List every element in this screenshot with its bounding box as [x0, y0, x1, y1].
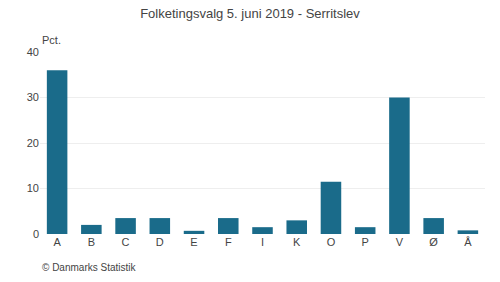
- svg-text:20: 20: [27, 137, 39, 149]
- svg-text:E: E: [190, 236, 197, 248]
- svg-text:40: 40: [27, 46, 39, 58]
- svg-text:30: 30: [27, 91, 39, 103]
- svg-text:F: F: [225, 236, 232, 248]
- svg-text:C: C: [122, 236, 130, 248]
- svg-text:P: P: [362, 236, 369, 248]
- svg-text:A: A: [53, 236, 61, 248]
- svg-text:D: D: [156, 236, 164, 248]
- svg-text:V: V: [396, 236, 404, 248]
- svg-text:O: O: [327, 236, 336, 248]
- svg-text:K: K: [293, 236, 301, 248]
- svg-text:© Danmarks Statistik: © Danmarks Statistik: [42, 262, 137, 273]
- svg-text:Pct.: Pct.: [42, 34, 61, 46]
- svg-text:I: I: [261, 236, 264, 248]
- svg-text:Å: Å: [464, 236, 472, 248]
- svg-text:0: 0: [33, 228, 39, 240]
- svg-text:B: B: [88, 236, 95, 248]
- svg-text:Folketingsvalg 5. juni 2019 -: Folketingsvalg 5. juni 2019 - Serritslev: [140, 6, 360, 21]
- svg-text:10: 10: [27, 182, 39, 194]
- svg-text:Ø: Ø: [429, 236, 438, 248]
